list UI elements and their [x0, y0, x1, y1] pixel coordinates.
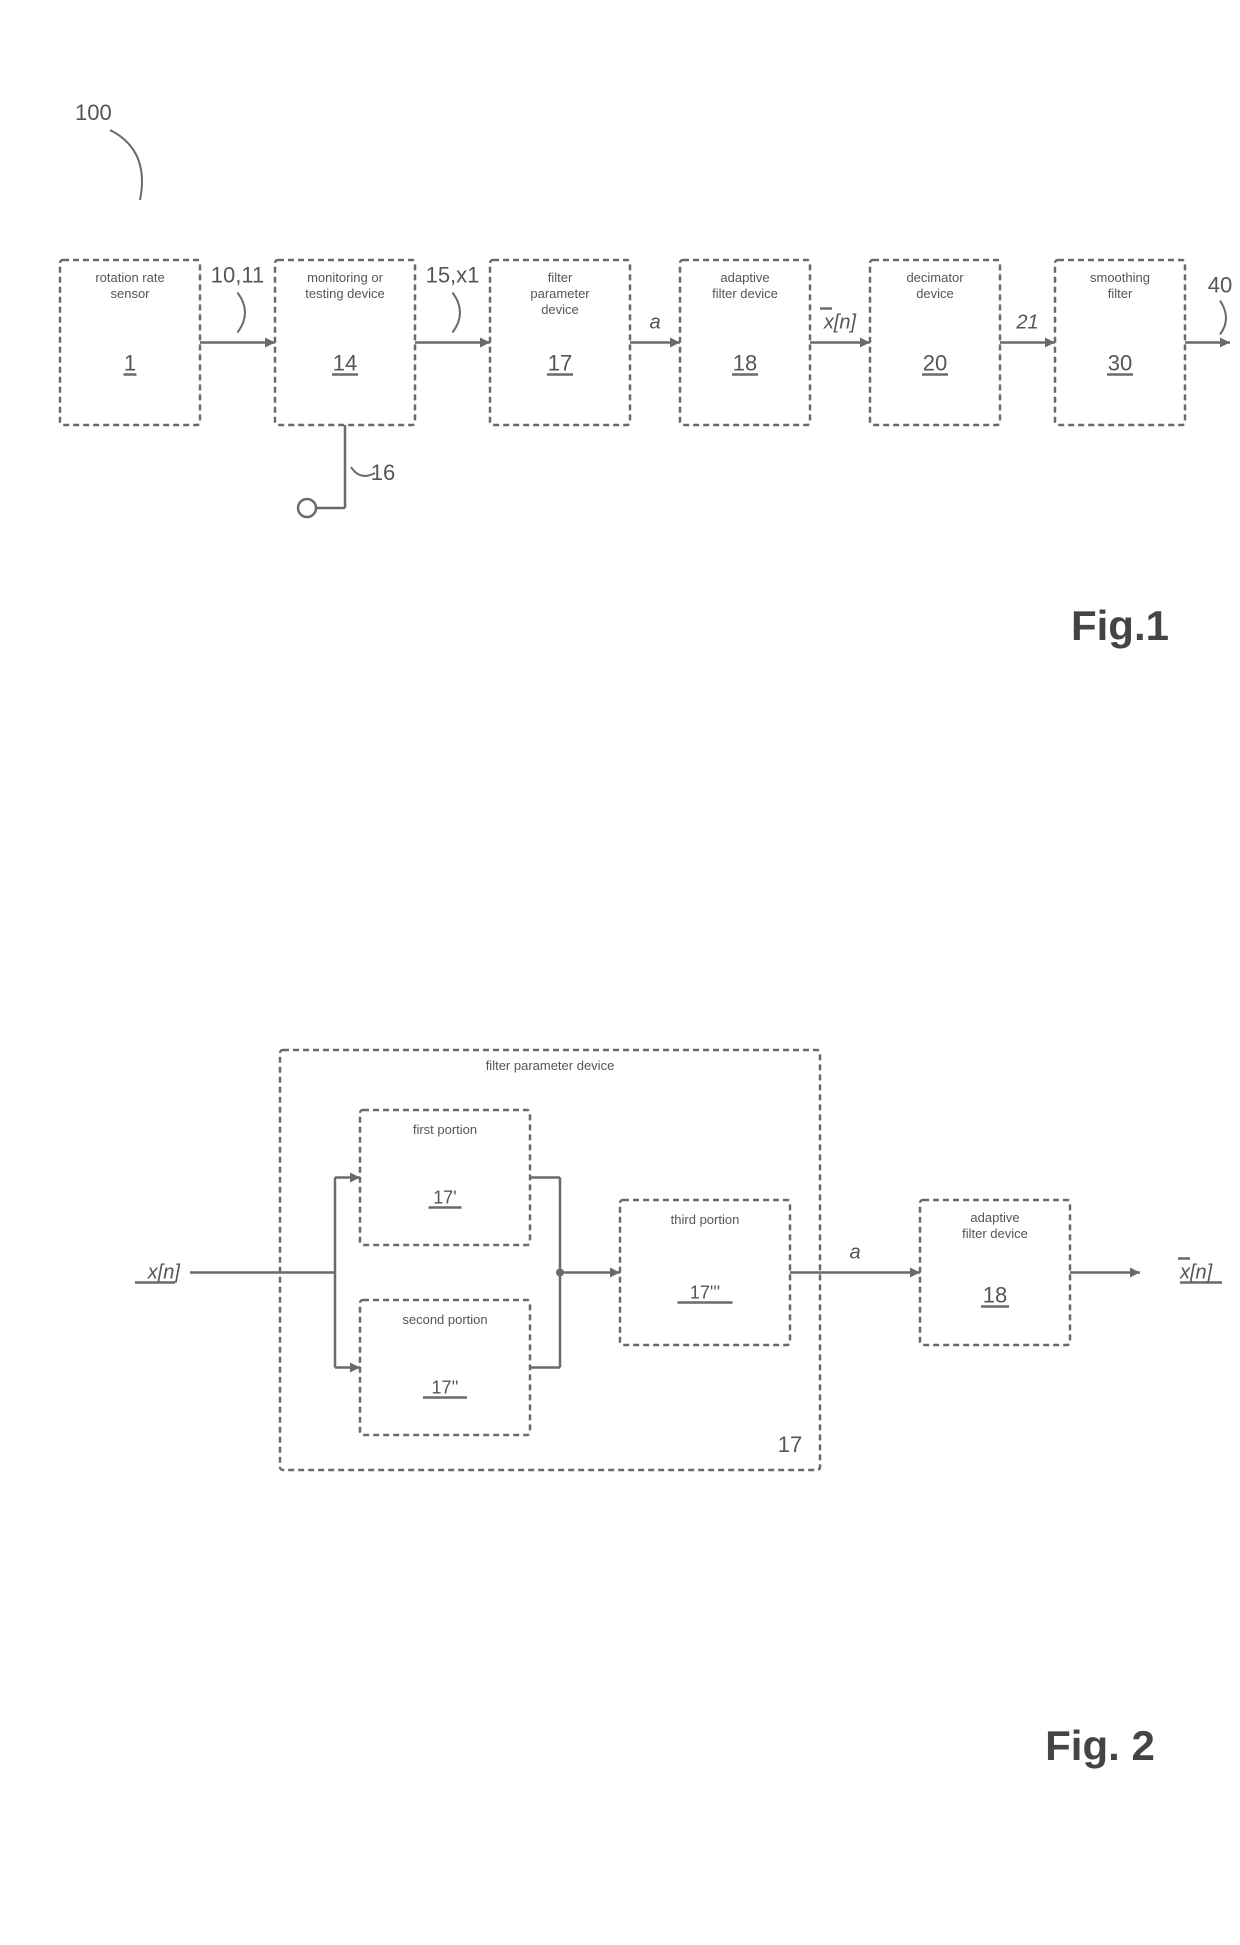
- svg-text:filter: filter: [1108, 286, 1133, 301]
- svg-text:filter device: filter device: [712, 286, 778, 301]
- svg-text:17: 17: [778, 1432, 802, 1457]
- svg-text:20: 20: [923, 351, 947, 376]
- svg-text:parameter: parameter: [530, 286, 590, 301]
- svg-text:x[n]: x[n]: [1179, 1262, 1213, 1284]
- svg-text:filter device: filter device: [962, 1226, 1028, 1241]
- svg-text:40: 40: [1208, 273, 1232, 298]
- svg-text:21: 21: [1015, 312, 1038, 334]
- svg-text:device: device: [541, 302, 579, 317]
- svg-text:sensor: sensor: [110, 286, 150, 301]
- svg-text:smoothing: smoothing: [1090, 270, 1150, 285]
- svg-text:filter: filter: [548, 270, 573, 285]
- svg-text:1: 1: [124, 351, 136, 376]
- svg-text:14: 14: [333, 351, 357, 376]
- svg-text:a: a: [649, 312, 660, 334]
- svg-text:17'': 17'': [432, 1378, 459, 1398]
- svg-text:15,x1: 15,x1: [426, 263, 480, 288]
- svg-text:18: 18: [733, 351, 757, 376]
- svg-text:a: a: [849, 1242, 860, 1264]
- fig1-ref-100-leader: [110, 130, 142, 200]
- svg-text:decimator: decimator: [906, 270, 964, 285]
- svg-text:x[n]: x[n]: [823, 312, 857, 334]
- fig2-label: Fig. 2: [1045, 1722, 1155, 1769]
- svg-text:adaptive: adaptive: [720, 270, 769, 285]
- fig1-ref-100: 100: [75, 100, 112, 125]
- svg-text:17': 17': [433, 1188, 456, 1208]
- svg-text:rotation rate: rotation rate: [95, 270, 164, 285]
- svg-text:18: 18: [983, 1283, 1007, 1308]
- fig1-label: Fig.1: [1071, 602, 1169, 649]
- svg-text:testing device: testing device: [305, 286, 385, 301]
- svg-text:17''': 17''': [690, 1283, 720, 1303]
- svg-text:first portion: first portion: [413, 1122, 477, 1137]
- svg-text:filter parameter device: filter parameter device: [486, 1058, 615, 1073]
- fig1-tap16-terminal: [298, 499, 316, 517]
- svg-text:monitoring or: monitoring or: [307, 270, 384, 285]
- svg-text:second portion: second portion: [402, 1312, 487, 1327]
- svg-text:17: 17: [548, 351, 572, 376]
- svg-text:third portion: third portion: [671, 1212, 740, 1227]
- svg-text:device: device: [916, 286, 954, 301]
- svg-text:adaptive: adaptive: [970, 1210, 1019, 1225]
- svg-text:30: 30: [1108, 351, 1132, 376]
- svg-text:x[n]: x[n]: [147, 1262, 181, 1284]
- svg-text:10,11: 10,11: [211, 263, 264, 288]
